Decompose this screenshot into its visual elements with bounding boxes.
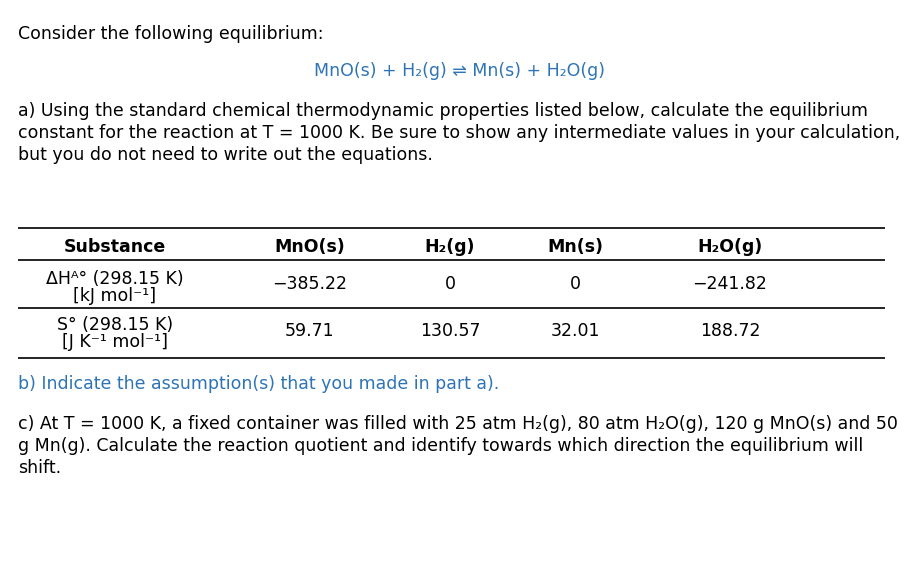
Text: Mn(s): Mn(s) xyxy=(547,238,602,256)
Text: a) Using the standard chemical thermodynamic properties listed below, calculate : a) Using the standard chemical thermodyn… xyxy=(18,102,867,120)
Text: g Mn(g). Calculate the reaction quotient and identify towards which direction th: g Mn(g). Calculate the reaction quotient… xyxy=(18,437,862,455)
Text: 130.57: 130.57 xyxy=(419,322,480,340)
Text: but you do not need to write out the equations.: but you do not need to write out the equ… xyxy=(18,146,433,164)
Text: MnO(s) + H₂(g) ⇌ Mn(s) + H₂O(g): MnO(s) + H₂(g) ⇌ Mn(s) + H₂O(g) xyxy=(314,62,605,80)
Text: ΔHᴬ° (298.15 K): ΔHᴬ° (298.15 K) xyxy=(46,270,184,288)
Text: Substance: Substance xyxy=(63,238,166,256)
Text: shift.: shift. xyxy=(18,459,61,477)
Text: H₂O(g): H₂O(g) xyxy=(697,238,762,256)
Text: 0: 0 xyxy=(569,275,580,293)
Text: c) At Τ = 1000 K, a fixed container was filled with 25 atm H₂(g), 80 atm H₂O(g),: c) At Τ = 1000 K, a fixed container was … xyxy=(18,415,897,433)
Text: −241.82: −241.82 xyxy=(692,275,766,293)
Text: [kJ mol⁻¹]: [kJ mol⁻¹] xyxy=(74,287,156,305)
Text: Consider the following equilibrium:: Consider the following equilibrium: xyxy=(18,25,323,43)
Text: S° (298.15 K): S° (298.15 K) xyxy=(57,316,173,334)
Text: MnO(s): MnO(s) xyxy=(275,238,345,256)
Text: 59.71: 59.71 xyxy=(285,322,335,340)
Text: H₂(g): H₂(g) xyxy=(425,238,475,256)
Text: [J K⁻¹ mol⁻¹]: [J K⁻¹ mol⁻¹] xyxy=(62,333,168,351)
Text: 0: 0 xyxy=(444,275,455,293)
Text: 32.01: 32.01 xyxy=(550,322,599,340)
Text: constant for the reaction at Τ = 1000 K. Be sure to show any intermediate values: constant for the reaction at Τ = 1000 K.… xyxy=(18,124,900,142)
Text: 188.72: 188.72 xyxy=(699,322,759,340)
Text: b) Indicate the assumption(s) that you made in part a).: b) Indicate the assumption(s) that you m… xyxy=(18,375,499,393)
Text: −385.22: −385.22 xyxy=(272,275,347,293)
